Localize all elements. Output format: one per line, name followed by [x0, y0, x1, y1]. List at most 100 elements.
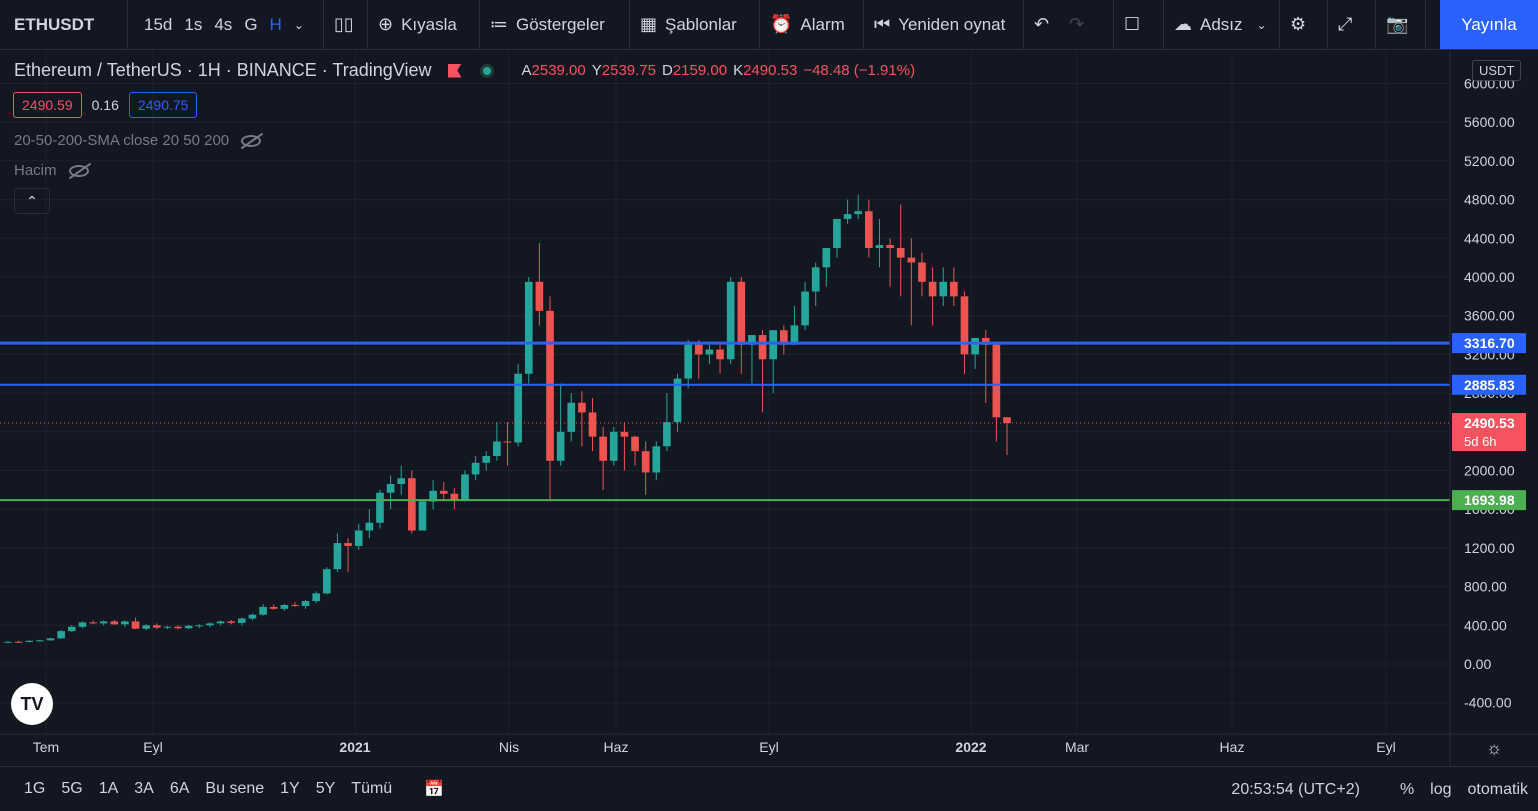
candle-body — [609, 431, 618, 461]
range-all[interactable]: Tümü — [351, 780, 393, 797]
replay-button[interactable]: ⏮ Yeniden oynat — [864, 0, 1024, 49]
layout-button[interactable]: ☐ — [1114, 0, 1164, 49]
timeframe-1s[interactable]: 1s — [184, 14, 203, 34]
price-tick-label: 3600.00 — [1464, 308, 1515, 324]
candle — [152, 623, 161, 630]
candle — [652, 441, 661, 481]
price-tick-label: 4000.00 — [1464, 269, 1515, 285]
layout-name: Adsız — [1200, 14, 1243, 34]
flag-icon[interactable] — [447, 63, 462, 78]
range-ytd[interactable]: Bu sene — [205, 780, 265, 797]
candle-body — [36, 640, 44, 642]
price-tick-label: 4800.00 — [1464, 192, 1515, 208]
candle — [588, 397, 597, 452]
tradingview-logo-icon[interactable]: TV — [11, 683, 53, 725]
range-6a[interactable]: 6A — [169, 780, 190, 797]
candle — [57, 630, 65, 639]
timeframe-4s[interactable]: 4s — [214, 14, 233, 34]
candle-body — [748, 335, 756, 345]
eye-hidden-icon[interactable] — [68, 164, 89, 177]
horizontal-lines-layer — [0, 341, 1450, 502]
candle — [418, 499, 427, 531]
camera-icon: 📷 — [1386, 14, 1409, 34]
date-range-icon[interactable]: 📅 — [424, 781, 445, 798]
compare-button[interactable]: ⊕ Kıyasla — [368, 0, 480, 49]
buy-price-button[interactable]: 2490.75 — [128, 92, 198, 118]
candle — [992, 342, 1001, 442]
time-axis: Tem Eyl 2021 Nis Haz Eyl 2022 Mar Haz Eyl — [33, 739, 1396, 755]
fullscreen-button[interactable]: ⤢ — [1328, 0, 1376, 49]
snapshot-button[interactable]: 📷 — [1376, 0, 1426, 49]
candle — [673, 373, 682, 432]
candle — [386, 475, 395, 510]
candle — [663, 393, 671, 452]
candle-body — [758, 335, 767, 360]
chevron-down-icon[interactable]: ⌄ — [293, 17, 304, 32]
price-tick-label: 2000.00 — [1464, 463, 1515, 479]
range-5g[interactable]: 5G — [61, 780, 83, 797]
chart-type-button[interactable]: ▯▯ — [324, 0, 368, 49]
candle-body — [227, 621, 236, 623]
candle-body — [439, 490, 448, 494]
timeframe-15d[interactable]: 15d — [144, 14, 173, 34]
candle — [110, 619, 119, 625]
candle — [67, 625, 76, 633]
ohlc-high: Y2539.75 — [591, 62, 656, 79]
candle — [25, 640, 34, 643]
timeframe-h[interactable]: H — [269, 14, 282, 34]
compare-label: Kıyasla — [401, 14, 457, 34]
log-toggle[interactable]: log — [1430, 780, 1452, 798]
percent-toggle[interactable]: % — [1399, 780, 1415, 798]
currency-badge[interactable]: USDT — [1472, 60, 1522, 81]
candle-body — [397, 478, 406, 485]
candle-body — [716, 349, 724, 360]
indicators-button[interactable]: ≔ Göstergeler — [480, 0, 630, 49]
layout-name-button[interactable]: ☁ Adsız ⌄ — [1164, 0, 1280, 49]
sell-price-button[interactable]: 2490.59 — [13, 92, 82, 118]
time-tick-label: Tem — [33, 739, 59, 755]
sma-indicator-legend[interactable]: 20-50-200-SMA close 20 50 200 — [14, 132, 262, 149]
clock[interactable]: 20:53:54 (UTC+2) — [1231, 780, 1360, 798]
undo-icon[interactable]: ↶ — [1034, 14, 1050, 34]
timeframe-g[interactable]: G — [244, 14, 258, 34]
range-5y[interactable]: 5Y — [315, 780, 336, 797]
timeframe-group: 15d 1s 4s G H ⌄ — [128, 0, 324, 49]
time-tick-label: Haz — [604, 739, 629, 755]
bottom-right-controls: 20:53:54 (UTC+2) % log otomatik — [1215, 767, 1528, 811]
candle-body — [907, 257, 916, 263]
candle-body — [588, 412, 597, 437]
price-chart[interactable]: -400.000.00400.00800.001200.001600.00200… — [0, 51, 1538, 766]
ohlc-low: D2159.00 — [662, 62, 728, 79]
candle-body — [875, 245, 884, 248]
candle-body — [567, 402, 576, 432]
candle-body — [673, 378, 682, 423]
range-1y[interactable]: 1Y — [280, 780, 300, 797]
candle-body — [684, 344, 692, 379]
candle-body — [801, 291, 809, 326]
top-toolbar: ETHUSDT 15d 1s 4s G H ⌄ ▯▯ ⊕ Kıyasla ≔ Gös… — [0, 0, 1538, 50]
templates-button[interactable]: ▦ Şablonlar — [630, 0, 760, 49]
candle — [36, 639, 44, 642]
range-3a[interactable]: 3A — [134, 780, 154, 797]
last-price-label: 2490.53 — [1464, 415, 1515, 431]
sun-icon[interactable]: ☼ — [1486, 738, 1503, 758]
range-1g[interactable]: 1G — [24, 780, 46, 797]
publish-button[interactable]: Yayınla — [1440, 0, 1538, 49]
candle-body — [971, 337, 979, 355]
range-1a[interactable]: 1A — [98, 780, 119, 797]
symbol-search-button[interactable]: ETHUSDT — [0, 0, 128, 49]
volume-indicator-legend[interactable]: Hacim — [14, 162, 89, 179]
collapse-legend-button[interactable]: ⌃ — [14, 188, 50, 214]
settings-button[interactable]: ⚙ — [1280, 0, 1328, 49]
eye-hidden-icon[interactable] — [241, 134, 262, 147]
candle — [950, 267, 958, 307]
redo-icon[interactable]: ↷ — [1069, 14, 1085, 34]
alarm-button[interactable]: ⏰ Alarm — [760, 0, 864, 49]
candle — [928, 267, 937, 326]
candle-body — [184, 625, 193, 629]
candle-body — [939, 281, 948, 297]
auto-scale-toggle[interactable]: otomatik — [1467, 780, 1528, 798]
candle — [716, 344, 724, 374]
time-tick-label: 2021 — [339, 739, 370, 755]
candle — [365, 509, 374, 539]
